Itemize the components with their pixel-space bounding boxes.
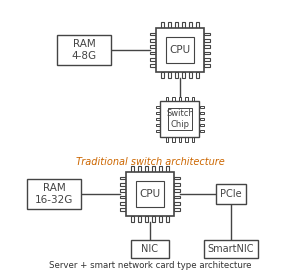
FancyBboxPatch shape xyxy=(126,172,174,216)
Bar xyxy=(204,58,210,61)
Bar xyxy=(166,166,169,172)
Bar xyxy=(175,22,178,28)
Bar xyxy=(131,216,134,222)
Bar xyxy=(168,72,171,78)
Bar xyxy=(145,166,148,172)
Bar xyxy=(174,208,180,211)
FancyBboxPatch shape xyxy=(204,240,258,258)
Bar xyxy=(120,196,126,198)
Bar xyxy=(150,64,156,67)
Bar xyxy=(200,124,204,126)
Bar xyxy=(172,97,175,101)
FancyBboxPatch shape xyxy=(136,181,164,207)
Text: Server + smart network card type architecture: Server + smart network card type archite… xyxy=(49,261,251,270)
Bar xyxy=(172,137,175,142)
FancyBboxPatch shape xyxy=(160,101,200,137)
FancyBboxPatch shape xyxy=(27,179,81,209)
FancyBboxPatch shape xyxy=(166,37,194,63)
Bar xyxy=(166,97,168,101)
Bar xyxy=(152,166,155,172)
Text: Traditional switch architecture: Traditional switch architecture xyxy=(76,157,224,166)
Bar xyxy=(120,202,126,205)
Bar xyxy=(200,118,204,120)
Bar xyxy=(161,22,164,28)
Text: Switch
Chip: Switch Chip xyxy=(166,109,194,129)
FancyBboxPatch shape xyxy=(57,35,111,65)
FancyBboxPatch shape xyxy=(130,240,170,258)
Bar xyxy=(150,45,156,48)
Bar xyxy=(159,216,162,222)
Bar xyxy=(120,189,126,192)
Bar xyxy=(204,64,210,67)
Bar xyxy=(179,137,181,142)
Bar xyxy=(138,166,141,172)
Bar xyxy=(204,33,210,35)
Bar xyxy=(138,216,141,222)
Bar xyxy=(196,72,199,78)
Bar xyxy=(174,202,180,205)
Bar xyxy=(179,97,181,101)
Bar xyxy=(192,97,194,101)
Bar xyxy=(156,124,161,126)
Bar xyxy=(200,112,204,114)
Bar xyxy=(156,112,161,114)
Bar xyxy=(152,216,155,222)
Bar xyxy=(120,177,126,179)
Bar xyxy=(174,196,180,198)
Bar xyxy=(150,58,156,61)
Bar xyxy=(166,137,168,142)
Text: NIC: NIC xyxy=(142,244,158,254)
Bar xyxy=(156,118,161,120)
Bar xyxy=(156,106,161,108)
Bar xyxy=(200,130,204,132)
Bar xyxy=(200,106,204,108)
Bar xyxy=(185,97,188,101)
Bar xyxy=(175,72,178,78)
Bar xyxy=(161,72,164,78)
Bar xyxy=(120,183,126,186)
Bar xyxy=(150,33,156,35)
Text: PCIe: PCIe xyxy=(220,189,242,199)
FancyBboxPatch shape xyxy=(216,184,246,204)
Text: SmartNIC: SmartNIC xyxy=(208,244,254,254)
Bar xyxy=(159,166,162,172)
Bar xyxy=(192,137,194,142)
Bar xyxy=(174,183,180,186)
Bar xyxy=(150,39,156,42)
Bar xyxy=(204,52,210,54)
FancyBboxPatch shape xyxy=(156,28,204,72)
Bar xyxy=(189,22,192,28)
Text: RAM
4-8G: RAM 4-8G xyxy=(71,39,97,61)
Bar xyxy=(168,22,171,28)
Bar xyxy=(196,22,199,28)
Bar xyxy=(156,130,161,132)
Bar xyxy=(174,177,180,179)
Text: RAM
16-32G: RAM 16-32G xyxy=(35,183,73,205)
Bar xyxy=(174,189,180,192)
Bar xyxy=(182,22,185,28)
FancyBboxPatch shape xyxy=(168,108,192,130)
Bar xyxy=(204,45,210,48)
Bar xyxy=(131,166,134,172)
Bar xyxy=(182,72,185,78)
Bar xyxy=(145,216,148,222)
Bar xyxy=(189,72,192,78)
Bar xyxy=(150,52,156,54)
Text: CPU: CPU xyxy=(140,189,160,199)
Bar xyxy=(166,216,169,222)
Bar xyxy=(120,208,126,211)
Text: CPU: CPU xyxy=(169,45,190,55)
Bar xyxy=(204,39,210,42)
Bar xyxy=(185,137,188,142)
